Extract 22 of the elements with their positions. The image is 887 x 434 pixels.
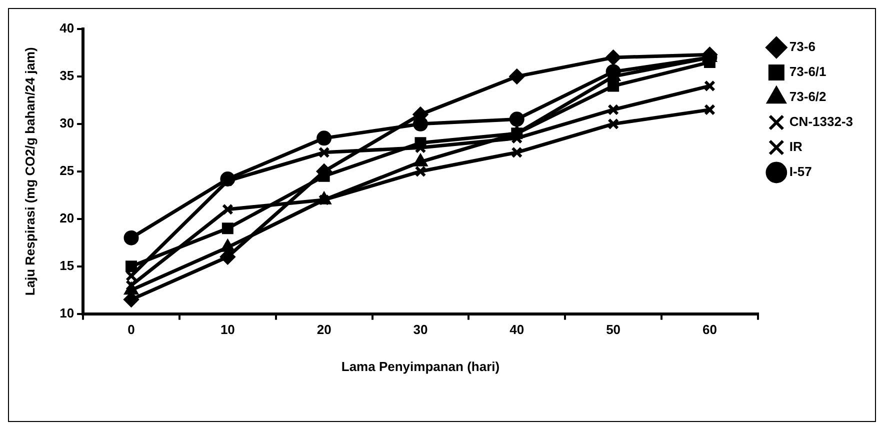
legend-label: IR [789,139,804,154]
y-axis-title: Laju Respirasi (mg CO2/g bahan/24 jam) [22,47,38,296]
x-tick-label: 40 [510,322,524,338]
y-tick-label: 20 [60,210,74,226]
x-tick-label: 20 [316,322,332,338]
x-tick-label: 30 [413,322,428,338]
legend-label: 73-6/1 [789,64,826,80]
legend-label: 73-6/2 [789,89,826,104]
y-tick-label: 35 [60,68,74,84]
y-tick-label: 40 [60,20,74,36]
y-tick-label: 25 [60,162,74,178]
legend-label: I-57 [789,164,812,180]
x-tick-label: 50 [606,322,621,338]
x-tick-label: 60 [702,322,717,338]
x-tick-label: 0 [128,322,135,338]
y-tick-label: 10 [60,305,74,320]
y-tick-label: 15 [60,258,74,273]
x-tick-label: 10 [220,322,235,338]
legend-label: 73-6 [789,39,816,54]
y-tick-label: 30 [60,116,74,131]
x-axis-title: Lama Penyimpanan (hari) [341,358,500,374]
legend-label: CN-1332-3 [789,114,854,130]
